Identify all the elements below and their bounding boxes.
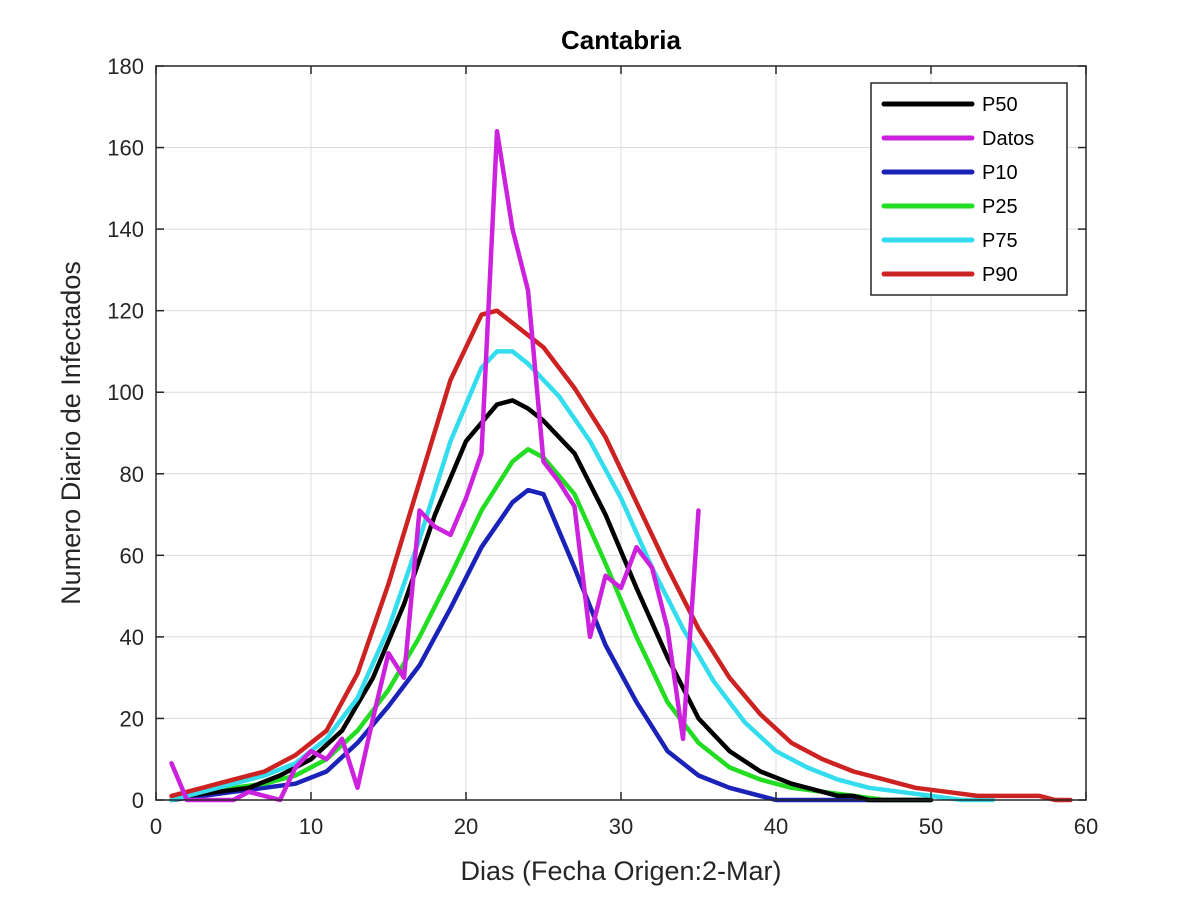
legend-label-p50: P50 xyxy=(982,94,1018,116)
legend-label-p75: P75 xyxy=(982,230,1018,252)
legend-label-p10: P10 xyxy=(982,162,1018,184)
y-tick-label: 100 xyxy=(107,380,144,405)
legend-box xyxy=(870,82,1068,296)
y-tick-label: 60 xyxy=(120,543,144,568)
x-tick-label: 60 xyxy=(1074,814,1098,839)
x-tick-label: 30 xyxy=(609,814,633,839)
series-group xyxy=(169,128,1073,803)
series-line-p10 xyxy=(169,487,934,803)
series-line-p90 xyxy=(169,308,1073,803)
x-tick-label: 0 xyxy=(150,814,162,839)
x-tick-label: 10 xyxy=(299,814,323,839)
legend: P50 Datos P10 P25 P75 P90 xyxy=(870,82,1068,296)
y-tick-label: 40 xyxy=(120,625,144,650)
y-tick-label: 0 xyxy=(132,788,144,813)
legend-label-p25: P25 xyxy=(982,196,1018,218)
x-tick-label: 40 xyxy=(764,814,788,839)
x-tick-label: 20 xyxy=(454,814,478,839)
y-tick-label: 160 xyxy=(107,136,144,161)
y-tick-label: 120 xyxy=(107,299,144,324)
series-line-p25 xyxy=(169,447,934,803)
y-tick-label: 140 xyxy=(107,217,144,242)
series-line-datos xyxy=(169,128,701,803)
y-axis-label: Numero Diario de Infectados xyxy=(56,261,86,605)
y-tick-label: 20 xyxy=(120,706,144,731)
legend-label-datos: Datos xyxy=(982,128,1034,150)
series-line-p75 xyxy=(169,349,996,803)
axis-ticks: 0 10 20 30 40 50 60 0 20 40 60 80 100 120 140 160 180 xyxy=(107,54,1098,839)
x-axis-label: Dias (Fecha Origen:2-Mar) xyxy=(460,856,781,886)
y-tick-label: 80 xyxy=(120,462,144,487)
x-tick-label: 50 xyxy=(919,814,943,839)
y-tick-label: 180 xyxy=(107,54,144,79)
legend-label-p90: P90 xyxy=(982,264,1018,286)
chart-title: Cantabria xyxy=(561,25,681,55)
